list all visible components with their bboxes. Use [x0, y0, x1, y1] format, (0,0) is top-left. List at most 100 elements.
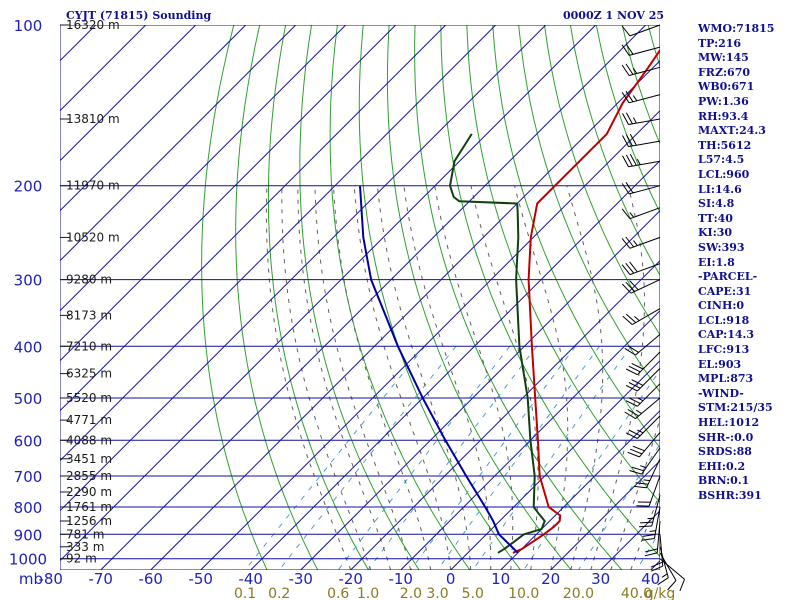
wind-barb	[621, 90, 661, 104]
barb-staff	[629, 24, 661, 37]
index-item: TH:5612	[698, 138, 752, 152]
barb-flag	[621, 283, 632, 294]
wind-barb	[621, 261, 661, 276]
dry-adiabat	[329, 25, 471, 570]
moist-adiabat	[297, 185, 392, 570]
barb-half-flag	[640, 465, 647, 469]
wind-barb	[621, 24, 661, 37]
height-label: 5520 m	[66, 391, 112, 405]
barb-flag	[627, 451, 640, 458]
mixing-ratio-line	[278, 345, 457, 570]
index-item: MPL:873	[698, 372, 754, 386]
barb-staff	[635, 397, 661, 419]
wind-barb	[659, 558, 685, 592]
index-item: EI:1.8	[698, 255, 735, 269]
dry-adiabat	[358, 25, 521, 570]
temperature-line	[512, 48, 660, 554]
mixing-ratio-label: 10.0	[508, 586, 539, 600]
pressure-label: 200	[14, 178, 43, 196]
temperature-tick-label: -80	[38, 570, 63, 588]
isotherm	[60, 25, 397, 362]
height-label: 8173 m	[66, 308, 112, 322]
index-item: MAXT:24.3	[698, 124, 766, 138]
height-label: 4771 m	[66, 413, 112, 427]
height-label: 2855 m	[66, 469, 112, 483]
index-item: RH:93.4	[698, 109, 749, 123]
index-item: KI:30	[698, 226, 733, 240]
dry-adiabat	[201, 25, 268, 570]
isotherm	[300, 209, 660, 570]
mixing-ratio-line	[472, 346, 632, 570]
index-item: LCL:960	[698, 167, 750, 181]
chart-title: CYJT (71815) Sounding	[66, 9, 211, 22]
wind-barb	[624, 334, 661, 356]
barb-staff	[628, 46, 661, 56]
wind-barb	[625, 415, 661, 439]
barb-staff	[639, 432, 661, 458]
index-item: EHI:0.2	[698, 459, 746, 473]
index-item: TP:216	[698, 36, 742, 50]
moist-adiabat	[514, 185, 569, 570]
temperature-tick-label: 30	[591, 570, 610, 588]
barb-flag	[625, 281, 635, 292]
isotherm	[200, 109, 660, 570]
barb-flag	[622, 113, 629, 125]
wind-barb	[633, 458, 661, 489]
height-label: 6325 m	[66, 367, 112, 381]
barb-half-flag	[629, 212, 635, 218]
temperature-tick-label: -60	[138, 570, 163, 588]
wind-barb	[644, 520, 661, 557]
moist-adiabat	[590, 185, 646, 570]
sounding-time: 0000Z 1 NOV 25	[563, 9, 664, 22]
index-item: MW:145	[698, 51, 749, 65]
barb-staff	[656, 520, 661, 553]
barb-flag	[629, 470, 642, 475]
index-item: STM:215/35	[698, 401, 773, 415]
isotherm	[500, 409, 660, 570]
index-item: SHR-:0.0	[698, 430, 754, 444]
dry-adiabat	[267, 25, 369, 570]
moist-adiabat	[333, 185, 432, 570]
barb-half-flag	[632, 117, 637, 124]
isotherm	[60, 25, 597, 562]
isotherm	[250, 159, 660, 570]
isotherm	[100, 25, 647, 570]
height-label: 13810 m	[66, 112, 120, 126]
mixing-ratio-line	[367, 345, 538, 570]
barb-flag	[641, 538, 655, 541]
index-item: BRN:0.1	[698, 474, 750, 488]
wind-barb	[621, 207, 661, 220]
dry-adiabat	[544, 25, 660, 336]
wind-barb	[659, 552, 677, 591]
barb-flag	[621, 92, 630, 104]
pressure-label: 500	[14, 390, 43, 408]
barb-flag	[629, 261, 638, 273]
dry-adiabat	[299, 25, 420, 570]
wind-barb	[627, 432, 661, 458]
dry-adiabat	[386, 25, 572, 570]
index-item: -PARCEL-	[698, 270, 758, 284]
moist-adiabat	[265, 185, 352, 570]
barb-flag	[621, 208, 631, 220]
barb-flag	[629, 154, 637, 166]
pressure-label: 900	[14, 526, 43, 544]
barb-staff	[659, 552, 677, 581]
wind-barb	[629, 447, 661, 475]
dry-adiabat	[414, 25, 623, 570]
index-item: PW:1.36	[698, 94, 749, 108]
height-label: 11970 m	[66, 179, 120, 193]
barb-half-flag	[649, 530, 656, 532]
barb-flag	[642, 534, 656, 537]
wind-barb	[621, 279, 661, 294]
pressure-label: 300	[14, 272, 43, 290]
barb-half-flag	[633, 240, 638, 246]
wind-barb	[622, 154, 661, 168]
barb-flag	[625, 90, 634, 103]
wind-barb	[621, 43, 661, 56]
barb-flag	[621, 183, 630, 195]
height-label: 333 m	[66, 540, 104, 554]
index-item: CINH:0	[698, 299, 745, 313]
barb-half-flag	[632, 67, 638, 74]
mixing-ratio-label: 0.1	[234, 586, 256, 600]
barb-half-flag	[632, 95, 638, 102]
